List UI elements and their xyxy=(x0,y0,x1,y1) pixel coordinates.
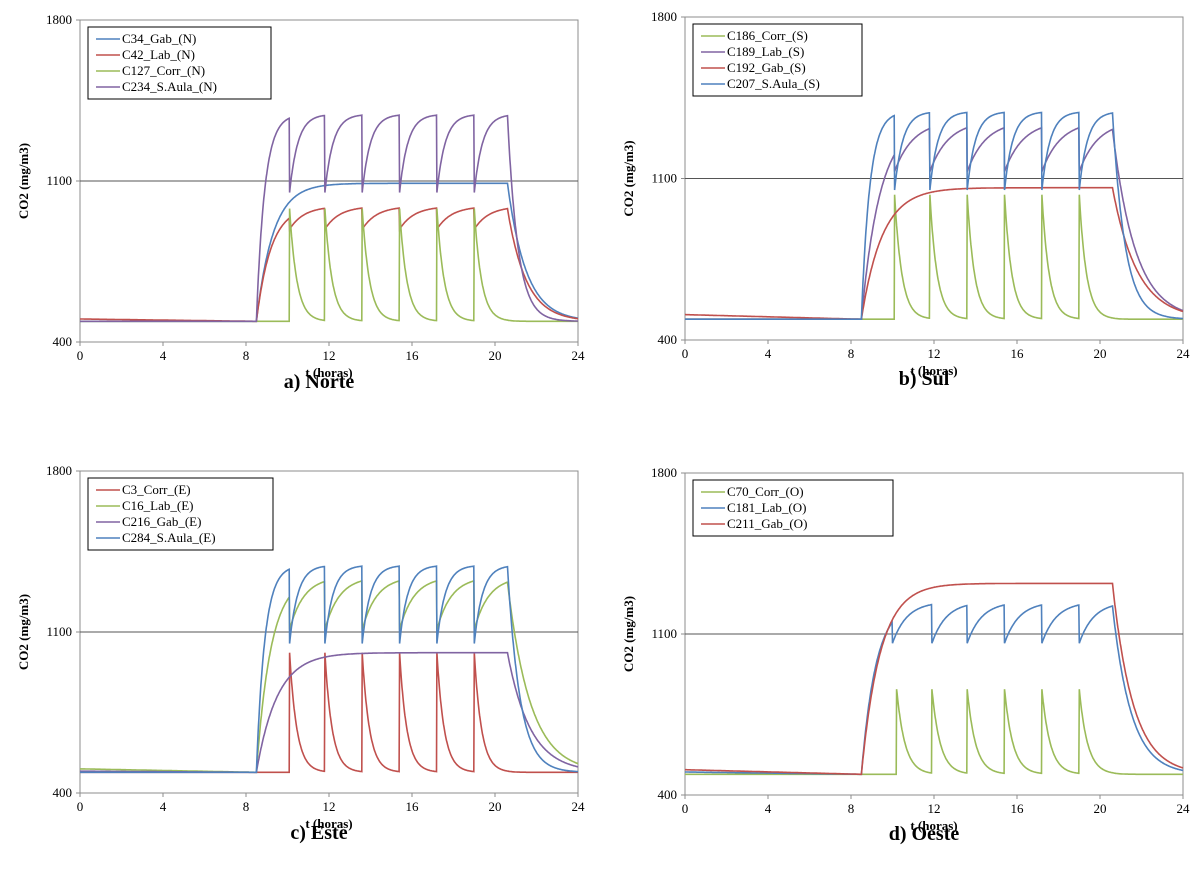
x-tick-label: 20 xyxy=(489,799,502,814)
series-line-C192_Gab_(S) xyxy=(685,186,1184,321)
x-tick-label: 8 xyxy=(243,348,250,363)
x-tick-label: 24 xyxy=(1177,801,1191,816)
series-line-C234_S.Aula_(N) xyxy=(80,114,578,323)
x-tick-label: 4 xyxy=(160,348,167,363)
x-axis-label: t (horas) xyxy=(305,365,352,380)
x-tick-label: 20 xyxy=(489,348,502,363)
x-tick-label: 8 xyxy=(243,799,250,814)
x-tick-label: 12 xyxy=(928,346,941,361)
x-tick-label: 16 xyxy=(406,348,420,363)
x-tick-label: 16 xyxy=(1011,801,1025,816)
x-tick-label: 0 xyxy=(682,346,689,361)
series-line-C3_Corr_(E) xyxy=(80,652,578,774)
series-line-C181_Lab_(O) xyxy=(685,603,1184,776)
x-tick-label: 0 xyxy=(682,801,689,816)
legend-label: C189_Lab_(S) xyxy=(727,44,804,59)
y-tick-label: 1800 xyxy=(651,465,677,480)
panel-caption: c) Este xyxy=(290,822,347,844)
legend-label: C16_Lab_(E) xyxy=(122,498,193,513)
series-line-C207_S.Aula_(S) xyxy=(685,111,1183,321)
y-tick-label: 1800 xyxy=(46,463,72,478)
legend: C34_Gab_(N)C42_Lab_(N)C127_Corr_(N)C234_… xyxy=(87,26,272,100)
legend-label: C234_S.Aula_(N) xyxy=(122,79,217,94)
legend-label: C216_Gab_(E) xyxy=(122,514,201,529)
y-tick-label: 1100 xyxy=(46,624,72,639)
series-line-C42_Lab_(N) xyxy=(80,207,578,323)
series-line-C186_Corr_(S) xyxy=(685,194,1183,321)
legend-label: C42_Lab_(N) xyxy=(122,47,195,62)
chart-panel-3: 400 1100 1800 0 4 8 12 16 20 24 t (horas) CO2 (mg/m… xyxy=(621,465,1190,845)
legend-label: C34_Gab_(N) xyxy=(122,31,196,46)
x-tick-label: 0 xyxy=(77,799,84,814)
legend-label: C192_Gab_(S) xyxy=(727,60,806,75)
series-line-C211_Gab_(O) xyxy=(685,582,1184,776)
legend-label: C3_Corr_(E) xyxy=(122,482,191,497)
legend: C186_Corr_(S)C189_Lab_(S)C192_Gab_(S)C20… xyxy=(692,23,863,97)
y-tick-label: 1800 xyxy=(651,9,677,24)
y-axis-label: CO2 (mg/m3) xyxy=(621,596,636,672)
x-tick-label: 20 xyxy=(1094,346,1107,361)
x-axis-label: t (horas) xyxy=(305,816,352,831)
panel-caption: b) Sul xyxy=(899,368,950,390)
legend-label: C186_Corr_(S) xyxy=(727,28,808,43)
x-tick-label: 24 xyxy=(1177,346,1191,361)
x-axis-label: t (horas) xyxy=(910,363,957,378)
legend-label: C284_S.Aula_(E) xyxy=(122,530,216,545)
series-line-C70_Corr_(O) xyxy=(685,689,1183,776)
x-tick-label: 16 xyxy=(1011,346,1025,361)
x-tick-label: 8 xyxy=(848,346,855,361)
x-tick-label: 8 xyxy=(848,801,855,816)
panel-caption: d) Oeste xyxy=(889,823,960,845)
legend-label: C207_S.Aula_(S) xyxy=(727,76,820,91)
x-axis-label: t (horas) xyxy=(910,818,957,833)
y-tick-label: 400 xyxy=(53,785,73,800)
chart-panel-1: 400 1100 1800 0 4 8 12 16 20 24 t (horas) CO2 (mg/m… xyxy=(621,9,1190,390)
x-tick-label: 12 xyxy=(323,348,336,363)
y-tick-label: 1100 xyxy=(46,173,72,188)
y-axis-label: CO2 (mg/m3) xyxy=(16,594,31,670)
legend: C70_Corr_(O)C181_Lab_(O)C211_Gab_(O) xyxy=(692,479,894,537)
y-axis-label: CO2 (mg/m3) xyxy=(16,143,31,219)
legend-label: C127_Corr_(N) xyxy=(122,63,205,78)
legend-label: C211_Gab_(O) xyxy=(727,516,807,531)
x-tick-label: 20 xyxy=(1094,801,1107,816)
x-tick-label: 12 xyxy=(928,801,941,816)
legend-label: C181_Lab_(O) xyxy=(727,500,806,515)
legend-box xyxy=(692,479,894,537)
y-tick-label: 1100 xyxy=(651,626,677,641)
legend: C3_Corr_(E)C16_Lab_(E)C216_Gab_(E)C284_S… xyxy=(87,477,274,551)
x-tick-label: 24 xyxy=(572,348,586,363)
chart-panel-0: 400 1100 1800 0 4 8 12 16 20 24 t (horas) CO2 (mg/m… xyxy=(16,12,585,393)
y-tick-label: 1800 xyxy=(46,12,72,27)
x-tick-label: 4 xyxy=(765,801,772,816)
series-line-C127_Corr_(N) xyxy=(80,208,578,323)
x-tick-label: 16 xyxy=(406,799,420,814)
y-tick-label: 400 xyxy=(658,787,678,802)
x-tick-label: 4 xyxy=(765,346,772,361)
legend-label: C70_Corr_(O) xyxy=(727,484,804,499)
y-tick-label: 400 xyxy=(658,332,678,347)
chart-panel-2: 400 1100 1800 0 4 8 12 16 20 24 t (horas) CO2 (mg/m… xyxy=(16,463,585,844)
x-tick-label: 0 xyxy=(77,348,84,363)
y-tick-label: 1100 xyxy=(651,171,677,186)
x-tick-label: 12 xyxy=(323,799,336,814)
series-line-C216_Gab_(E) xyxy=(79,651,579,774)
series-line-C284_S.Aula_(E) xyxy=(80,565,578,774)
panel-caption: a) Norte xyxy=(284,371,355,393)
y-axis-label: CO2 (mg/m3) xyxy=(621,140,636,216)
x-tick-label: 4 xyxy=(160,799,167,814)
y-tick-label: 400 xyxy=(53,334,73,349)
x-tick-label: 24 xyxy=(572,799,586,814)
